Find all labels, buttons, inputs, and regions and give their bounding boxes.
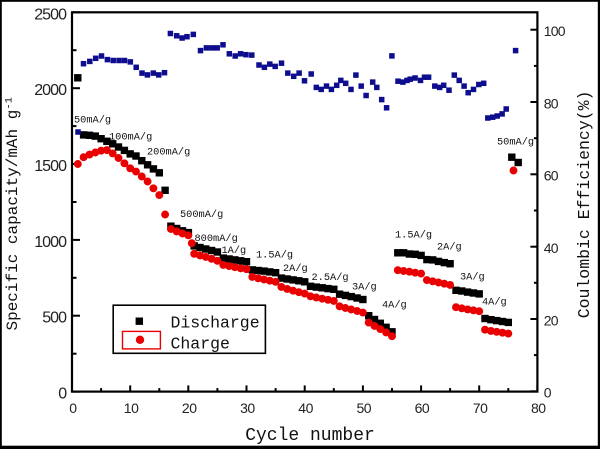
svg-text:1500: 1500	[34, 158, 67, 175]
svg-text:800mA/g: 800mA/g	[195, 233, 238, 245]
svg-text:30: 30	[240, 400, 255, 416]
svg-text:Coulombic Efficiency(%): Coulombic Efficiency(%)	[575, 91, 594, 319]
svg-text:3A/g: 3A/g	[460, 272, 485, 284]
svg-text:3A/g: 3A/g	[352, 282, 377, 294]
svg-text:Charge: Charge	[171, 335, 230, 354]
svg-text:2.5A/g: 2.5A/g	[312, 272, 349, 284]
svg-text:100: 100	[544, 23, 566, 39]
svg-text:2500: 2500	[34, 6, 67, 23]
svg-text:200mA/g: 200mA/g	[147, 146, 190, 158]
svg-text:40: 40	[544, 240, 559, 256]
svg-text:4A/g: 4A/g	[482, 297, 507, 309]
svg-text:2A/g: 2A/g	[283, 263, 308, 275]
svg-text:20: 20	[544, 312, 559, 328]
svg-text:10: 10	[124, 400, 139, 416]
svg-text:1.5A/g: 1.5A/g	[256, 250, 293, 262]
svg-text:100mA/g: 100mA/g	[109, 132, 152, 144]
svg-text:80: 80	[531, 400, 546, 416]
svg-text:2000: 2000	[34, 82, 67, 99]
svg-text:Cycle number: Cycle number	[245, 426, 375, 446]
svg-text:50mA/g: 50mA/g	[497, 137, 534, 149]
svg-text:50: 50	[357, 400, 372, 416]
svg-text:70: 70	[473, 400, 488, 416]
svg-text:0: 0	[58, 386, 67, 403]
svg-text:4A/g: 4A/g	[382, 300, 407, 312]
svg-text:Discharge: Discharge	[171, 313, 260, 332]
svg-text:1.5A/g: 1.5A/g	[395, 230, 432, 242]
svg-text:60: 60	[544, 168, 559, 184]
svg-text:50mA/g: 50mA/g	[74, 115, 111, 127]
svg-text:80: 80	[544, 95, 559, 111]
svg-text:500: 500	[42, 310, 67, 327]
svg-text:500mA/g: 500mA/g	[180, 209, 223, 221]
svg-text:20: 20	[182, 400, 197, 416]
svg-text:2A/g: 2A/g	[437, 242, 462, 254]
svg-text:1A/g: 1A/g	[222, 245, 247, 257]
svg-text:40: 40	[298, 400, 313, 416]
svg-text:Specific capacity/mAh g-1: Specific capacity/mAh g-1	[4, 97, 23, 330]
svg-text:1000: 1000	[34, 234, 67, 251]
svg-text:0: 0	[544, 385, 552, 401]
svg-text:60: 60	[415, 400, 430, 416]
svg-text:0: 0	[69, 400, 77, 416]
